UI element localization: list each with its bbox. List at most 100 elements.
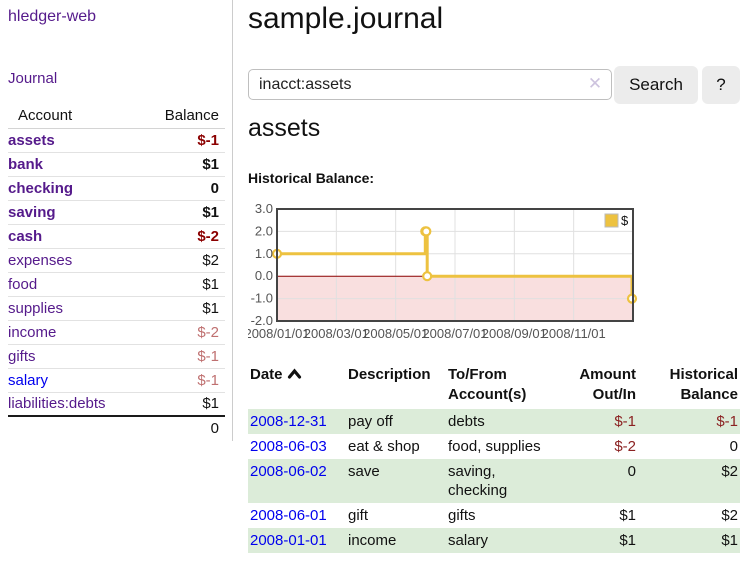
- account-link-income[interactable]: income: [8, 323, 57, 341]
- sort-ascending-icon: [287, 366, 302, 386]
- account-link-expenses[interactable]: expenses: [8, 251, 73, 269]
- account-row: gifts $-1: [8, 344, 225, 369]
- transaction-row: 2008-06-03 eat & shop food, supplies $-2…: [248, 434, 740, 459]
- sidebar-nav: Journal: [8, 70, 57, 87]
- search-button[interactable]: Search: [614, 66, 698, 104]
- clear-search-icon[interactable]: ✕: [587, 74, 603, 93]
- account-link-assets[interactable]: assets: [8, 131, 55, 149]
- balance-chart-svg: $3.0 2.0 1.0 0.0 -1.0 -2.02008/01/012008/03/0…: [244, 201, 638, 341]
- account-row: bank $1: [8, 152, 225, 177]
- column-header-date[interactable]: Date: [248, 360, 346, 409]
- sidebar: hledger-web Journal Account Balance asse…: [0, 0, 233, 441]
- account-balance: $-1: [142, 344, 225, 369]
- account-link-gifts[interactable]: gifts: [8, 347, 36, 365]
- transaction-accounts: saving, checking: [446, 459, 550, 503]
- transaction-accounts: salary: [446, 528, 550, 553]
- transaction-accounts: food, supplies: [448, 438, 541, 455]
- account-row: expenses $2: [8, 248, 225, 273]
- account-row: income $-2: [8, 320, 225, 345]
- transaction-amount: $-2: [614, 438, 636, 455]
- transaction-row: 2008-06-01 gift gifts $1 $2: [248, 503, 740, 528]
- help-button[interactable]: ?: [702, 66, 740, 104]
- account-link-food[interactable]: food: [8, 275, 38, 293]
- transaction-description: income: [346, 528, 446, 553]
- accounts-total-row: 0: [8, 415, 225, 440]
- transaction-description: gift: [348, 507, 369, 524]
- app-brand-link[interactable]: hledger-web: [8, 8, 97, 25]
- transaction-amount: $1: [619, 507, 636, 524]
- search-input[interactable]: [249, 70, 611, 99]
- account-balance: $1: [142, 200, 225, 225]
- transaction-date-link[interactable]: 2008-06-03: [250, 438, 327, 455]
- account-link-salary[interactable]: salary: [8, 371, 49, 389]
- account-link-checking[interactable]: checking: [8, 179, 74, 197]
- page-title: sample.journal: [248, 2, 444, 35]
- account-link-cash[interactable]: cash: [8, 227, 43, 245]
- transaction-balance: $1: [638, 528, 740, 553]
- account-row: salary $-1: [8, 368, 225, 393]
- search-box: ✕: [248, 69, 612, 100]
- accounts-header-account: Account: [8, 104, 143, 129]
- account-row: food $1: [8, 272, 225, 297]
- accounts-balance-table: Account Balance assets $-1 bank $1 check…: [8, 104, 225, 440]
- account-balance: $1: [142, 272, 225, 297]
- transaction-balance: $2: [721, 507, 738, 524]
- account-balance: $1: [142, 392, 225, 417]
- search-form: ✕ Search ?: [248, 66, 740, 104]
- svg-text:-1.0: -1.0: [251, 291, 273, 306]
- register-header-row: Date Description To/From Account(s) Amou…: [248, 360, 740, 409]
- svg-text:2008/09/01: 2008/09/01: [482, 326, 547, 341]
- account-link-saving[interactable]: saving: [8, 203, 56, 221]
- accounts-header-row: Account Balance: [8, 104, 225, 129]
- hist-header-line2: Balance: [680, 386, 738, 403]
- date-header-label: Date: [250, 366, 283, 383]
- svg-text:2008/11/01: 2008/11/01: [542, 326, 606, 341]
- main-content: sample.journal ✕ Search ? assets Histori…: [244, 0, 740, 582]
- account-balance: $-2: [142, 224, 225, 249]
- account-row: cash $-2: [8, 224, 225, 249]
- sidebar-item-journal[interactable]: Journal: [8, 70, 58, 87]
- svg-text:0.0: 0.0: [255, 268, 273, 283]
- svg-text:2008/07/01: 2008/07/01: [422, 326, 487, 341]
- historical-balance-label: Historical Balance:: [248, 170, 375, 186]
- accounts-total-value: 0: [142, 415, 225, 440]
- accounts-header-line1: To/From: [448, 366, 507, 383]
- transaction-description: eat & shop: [348, 438, 420, 455]
- amount-header-line2: Out/In: [592, 386, 636, 403]
- transaction-amount: 0: [550, 459, 638, 503]
- transaction-balance: $2: [638, 459, 740, 503]
- account-link-liabilities-debts[interactable]: liabilities:debts: [8, 395, 106, 413]
- transaction-balance: 0: [729, 438, 738, 455]
- transaction-row: 2008-12-31 pay off debts $-1 $-1: [248, 409, 740, 434]
- column-header-historical-balance: Historical Balance: [638, 360, 740, 409]
- transaction-date-link[interactable]: 2008-06-02: [250, 463, 327, 480]
- account-link-supplies[interactable]: supplies: [8, 299, 64, 317]
- transaction-amount: $1: [550, 528, 638, 553]
- account-balance: 0: [142, 176, 225, 201]
- svg-text:$: $: [621, 213, 629, 228]
- historical-balance-chart: $3.0 2.0 1.0 0.0 -1.0 -2.0 2008/01/01 2008/03/0…: [244, 196, 640, 348]
- account-balance: $-2: [142, 320, 225, 345]
- hist-header-line1: Historical: [669, 366, 738, 383]
- svg-text:1.0: 1.0: [255, 246, 273, 261]
- transaction-accounts: gifts: [448, 507, 476, 524]
- transaction-accounts: debts: [446, 409, 550, 434]
- accounts-header-balance: Balance: [142, 104, 225, 129]
- amount-header-line1: Amount: [579, 366, 636, 383]
- svg-text:2.0: 2.0: [255, 223, 273, 238]
- account-balance: $2: [142, 248, 225, 273]
- column-header-amount: Amount Out/In: [550, 360, 638, 409]
- account-link-bank[interactable]: bank: [8, 155, 44, 173]
- transaction-date-link[interactable]: 2008-06-01: [250, 507, 327, 524]
- column-header-accounts: To/From Account(s): [446, 360, 550, 409]
- transaction-row: 2008-06-02 save saving, checking 0 $2: [248, 459, 740, 503]
- transaction-amount: $-1: [550, 409, 638, 434]
- app-brand: hledger-web: [8, 8, 96, 26]
- account-balance: $-1: [142, 128, 225, 153]
- transaction-date-link[interactable]: 2008-01-01: [250, 532, 327, 549]
- account-row: saving $1: [8, 200, 225, 225]
- svg-text:2008/03/01: 2008/03/01: [304, 326, 369, 341]
- account-row: checking 0: [8, 176, 225, 201]
- transaction-date-link[interactable]: 2008-12-31: [250, 413, 327, 430]
- column-header-description: Description: [348, 366, 431, 383]
